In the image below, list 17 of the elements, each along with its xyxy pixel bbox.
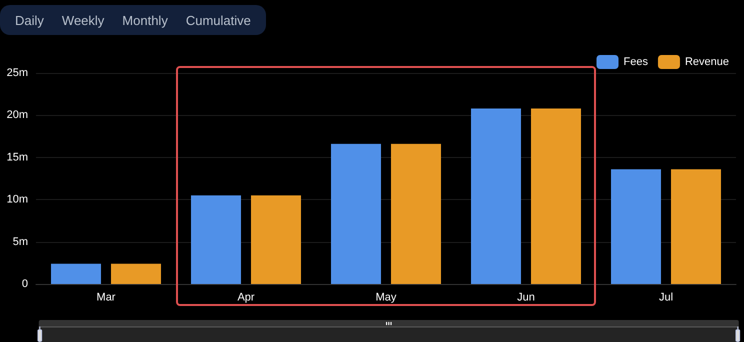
text: Cumulative bbox=[184, 12, 252, 30]
legend-label: Fees bbox=[624, 56, 648, 68]
y-tick-label: 15m bbox=[6, 151, 28, 164]
x-tick-label: Jul bbox=[658, 292, 674, 304]
x-tick-label: Jun bbox=[517, 292, 535, 304]
y-tick-label: 10m bbox=[6, 194, 28, 206]
text: Monthly bbox=[121, 12, 169, 30]
text: Daily bbox=[14, 12, 45, 30]
legend-label: Revenue bbox=[684, 56, 730, 68]
y-tick-label: 0 bbox=[22, 278, 28, 290]
x-tick-label: May bbox=[376, 292, 397, 304]
x-tick-label: Mar bbox=[96, 292, 116, 304]
y-tick-label: 25m bbox=[6, 67, 28, 79]
x-tick-label: Apr bbox=[237, 292, 255, 304]
text: Weekly bbox=[60, 12, 106, 30]
y-tick-label: 5m bbox=[12, 236, 28, 248]
y-tick-label: 20m bbox=[6, 109, 28, 122]
